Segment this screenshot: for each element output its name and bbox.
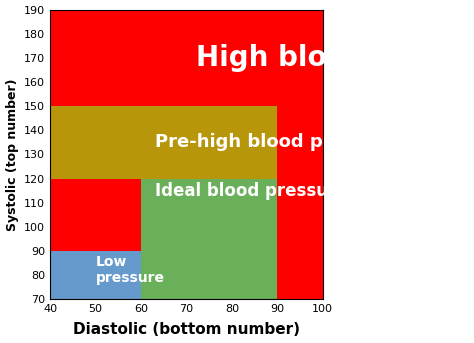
Y-axis label: Systolic (top number): Systolic (top number) <box>6 78 18 230</box>
Text: Low
pressure: Low pressure <box>96 255 164 285</box>
Bar <box>50 251 141 299</box>
Bar <box>50 106 277 179</box>
Bar <box>141 179 277 299</box>
X-axis label: Diastolic (bottom number): Diastolic (bottom number) <box>73 322 300 338</box>
Text: Pre-high blood pressure: Pre-high blood pressure <box>155 133 399 151</box>
Text: Ideal blood pressure: Ideal blood pressure <box>155 181 347 200</box>
Text: High blood pressure: High blood pressure <box>195 44 474 72</box>
